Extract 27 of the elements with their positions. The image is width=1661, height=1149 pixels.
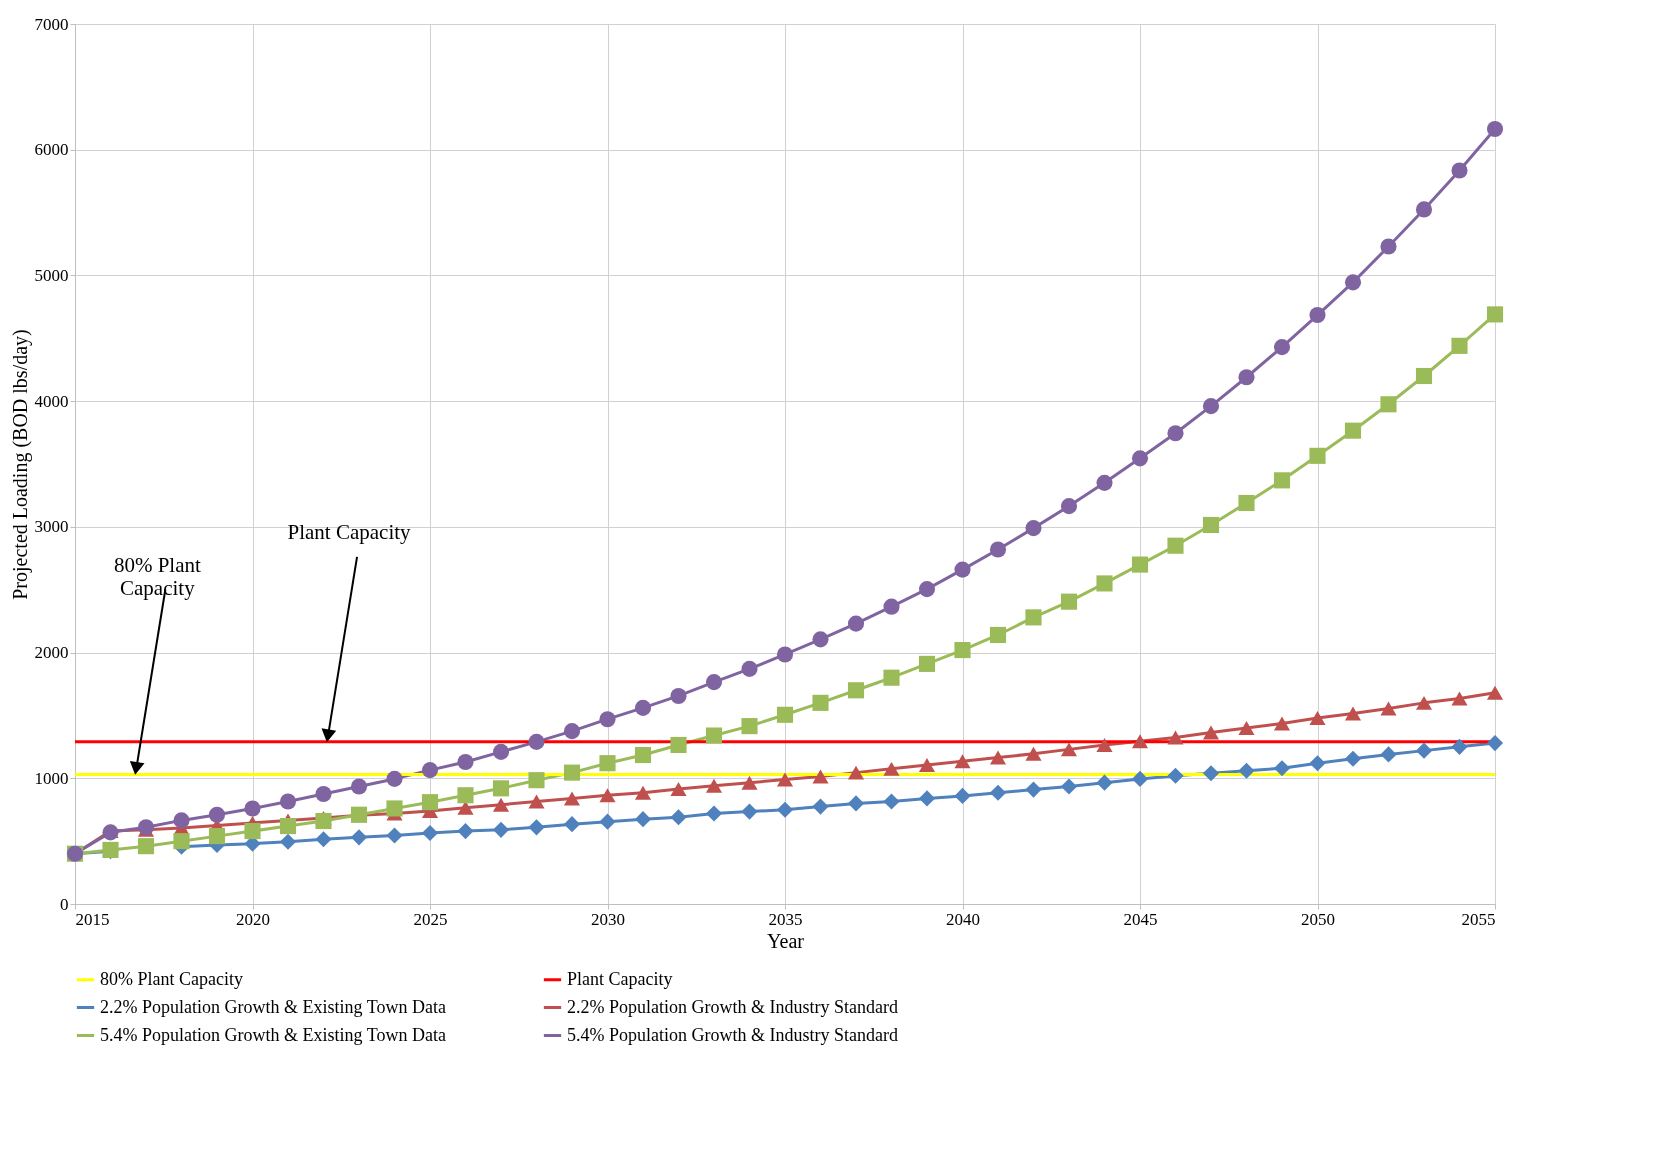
x-tick-label: 2045 bbox=[1123, 909, 1158, 929]
legend-label: Plant Capacity bbox=[567, 968, 673, 989]
x-tick-label: 2050 bbox=[1301, 909, 1335, 929]
y-tick-label: 4000 bbox=[34, 391, 69, 411]
y-tick-label: 1000 bbox=[34, 768, 69, 788]
legend-label: 5.4% Population Growth & Industry Standard bbox=[567, 1024, 898, 1045]
x-axis-title: Year bbox=[767, 929, 805, 952]
x-tick-label: 2030 bbox=[591, 909, 625, 929]
x-tick-label: 2020 bbox=[236, 909, 270, 929]
y-tick-label: 3000 bbox=[34, 517, 69, 537]
y-tick-label: 7000 bbox=[34, 14, 69, 34]
annotation: 80% Plant Capacity bbox=[113, 552, 201, 600]
y-tick-label: 6000 bbox=[34, 140, 69, 160]
x-tick-label: 2035 bbox=[768, 909, 803, 929]
x-tick-label: 2015 bbox=[75, 909, 110, 929]
y-tick-label: 2000 bbox=[34, 643, 69, 663]
x-tick-label: 2055 bbox=[1461, 909, 1496, 929]
legend-label: 2.2% Population Growth & Existing Town Data bbox=[100, 996, 446, 1017]
y-axis-title: Projected Loading (BOD lbs/day) bbox=[8, 329, 32, 600]
y-tick-label: 5000 bbox=[34, 265, 69, 285]
legend-label: 80% Plant Capacity bbox=[100, 968, 243, 989]
x-tick-label: 2040 bbox=[946, 909, 980, 929]
x-tick-label: 2025 bbox=[413, 909, 448, 929]
legend-label: 2.2% Population Growth & Industry Standard bbox=[567, 996, 898, 1017]
y-tick-label: 0 bbox=[60, 894, 69, 914]
annotation: Plant Capacity bbox=[287, 519, 412, 544]
legend-label: 5.4% Population Growth & Existing Town Data bbox=[100, 1024, 446, 1045]
